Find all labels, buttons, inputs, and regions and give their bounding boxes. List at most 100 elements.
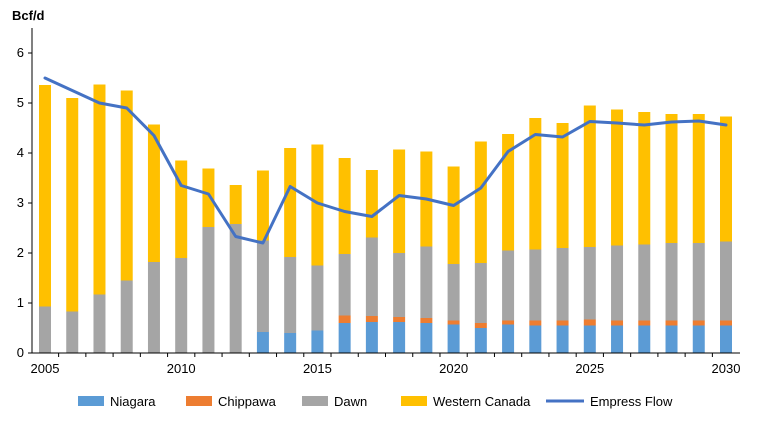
y-axis-title: Bcf/d <box>12 8 45 23</box>
bar-western-canada-2024 <box>556 123 569 248</box>
bar-chippawa-2020 <box>447 320 460 325</box>
bar-western-canada-2008 <box>120 90 133 281</box>
bar-dawn-2025 <box>583 247 596 320</box>
bar-dawn-2024 <box>556 248 569 321</box>
bar-western-canada-2015 <box>311 144 324 266</box>
bar-western-canada-2009 <box>147 124 160 262</box>
y-tick-label-2: 2 <box>17 245 24 260</box>
bar-dawn-2006 <box>66 311 79 353</box>
bar-dawn-2014 <box>284 257 297 333</box>
bar-dawn-2028 <box>665 243 678 321</box>
x-tick-label-2025: 2025 <box>575 361 604 376</box>
line-layer <box>43 76 728 245</box>
bar-dawn-2026 <box>611 245 624 321</box>
bar-niagara-2021 <box>474 328 487 353</box>
bar-chippawa-2026 <box>611 320 624 326</box>
bar-dawn-2019 <box>420 246 433 318</box>
legend-swatch-niagara <box>78 396 104 406</box>
y-tick-label-5: 5 <box>17 95 24 110</box>
bar-western-canada-2028 <box>665 114 678 243</box>
bar-western-canada-2020 <box>447 166 460 264</box>
x-tick-label-2005: 2005 <box>31 361 60 376</box>
bar-chippawa-2028 <box>665 320 678 326</box>
bar-dawn-2010 <box>175 258 188 353</box>
line-empress-flow <box>43 76 728 245</box>
legend-label-dawn: Dawn <box>334 394 367 409</box>
y-tick-label-3: 3 <box>17 195 24 210</box>
bar-western-canada-2030 <box>720 116 732 242</box>
bar-niagara-2028 <box>665 325 678 353</box>
bar-chippawa-2024 <box>556 320 569 326</box>
legend-label-niagara: Niagara <box>110 394 156 409</box>
bar-dawn-2030 <box>720 241 732 321</box>
legend-label-western-canada: Western Canada <box>433 394 531 409</box>
bar-chippawa-2030 <box>720 320 732 326</box>
bar-niagara-2019 <box>420 323 433 353</box>
bar-western-canada-2027 <box>638 112 651 245</box>
bar-niagara-2015 <box>311 330 324 353</box>
legend-label-empress-flow: Empress Flow <box>590 394 673 409</box>
legend: Niagara Chippawa Dawn Western Canada Empress… <box>78 394 673 409</box>
bar-chippawa-2021 <box>474 323 487 328</box>
bar-chippawa-2016 <box>338 315 351 323</box>
bar-dawn-2023 <box>529 249 542 321</box>
bar-dawn-2018 <box>393 253 406 317</box>
bar-dawn-2013 <box>256 240 269 332</box>
x-tick-label-2020: 2020 <box>439 361 468 376</box>
bar-niagara-2023 <box>529 325 542 353</box>
bar-western-canada-2014 <box>284 148 297 257</box>
bar-niagara-2024 <box>556 325 569 353</box>
bar-niagara-2013 <box>256 332 269 353</box>
bar-niagara-2020 <box>447 324 460 353</box>
legend-swatch-western-canada <box>401 396 427 406</box>
axes-layer: 0 1 2 3 4 5 6 2005 2010 2015 2020 2025 2030 <box>17 28 741 376</box>
bar-western-canada-2025 <box>583 105 596 247</box>
bar-dawn-2007 <box>93 294 106 353</box>
bar-niagara-2022 <box>502 324 515 353</box>
x-tick-label-2010: 2010 <box>167 361 196 376</box>
bar-chippawa-2018 <box>393 317 406 322</box>
bar-dawn-2016 <box>338 254 351 316</box>
bar-niagara-2016 <box>338 323 351 353</box>
y-tick-label-0: 0 <box>17 345 24 360</box>
bar-western-canada-2017 <box>365 170 378 238</box>
legend-swatch-dawn <box>302 396 328 406</box>
bar-dawn-2021 <box>474 263 487 323</box>
bar-western-canada-2012 <box>229 185 242 224</box>
bar-dawn-2017 <box>365 237 378 316</box>
bar-chippawa-2023 <box>529 320 542 326</box>
bar-chippawa-2029 <box>692 320 705 326</box>
bar-western-canada-2016 <box>338 158 351 254</box>
bar-dawn-2029 <box>692 243 705 321</box>
x-tick-label-2015: 2015 <box>303 361 332 376</box>
y-tick-label-6: 6 <box>17 45 24 60</box>
bar-niagara-2017 <box>365 322 378 353</box>
bar-dawn-2022 <box>502 250 515 321</box>
bar-dawn-2005 <box>39 306 51 353</box>
y-tick-label-4: 4 <box>17 145 24 160</box>
bar-western-canada-2029 <box>692 114 705 243</box>
bar-dawn-2015 <box>311 265 324 331</box>
bar-dawn-2009 <box>147 262 160 353</box>
legend-swatch-chippawa <box>186 396 212 406</box>
bar-niagara-2014 <box>284 333 297 353</box>
bar-western-canada-2021 <box>474 141 487 263</box>
bar-dawn-2020 <box>447 264 460 321</box>
bars-layer <box>39 84 732 353</box>
bar-dawn-2027 <box>638 244 651 321</box>
bar-chippawa-2017 <box>365 316 378 322</box>
bar-western-canada-2013 <box>256 170 269 241</box>
bar-niagara-2030 <box>720 325 732 353</box>
bar-niagara-2029 <box>692 325 705 353</box>
bar-chippawa-2025 <box>583 319 596 326</box>
bar-niagara-2025 <box>583 325 596 353</box>
bar-niagara-2018 <box>393 322 406 353</box>
x-tick-label-2030: 2030 <box>712 361 741 376</box>
bar-western-canada-2005 <box>39 85 51 307</box>
bar-western-canada-2022 <box>502 134 515 251</box>
bar-western-canada-2011 <box>202 168 215 227</box>
bar-western-canada-2026 <box>611 109 624 246</box>
bar-western-canada-2023 <box>529 118 542 250</box>
